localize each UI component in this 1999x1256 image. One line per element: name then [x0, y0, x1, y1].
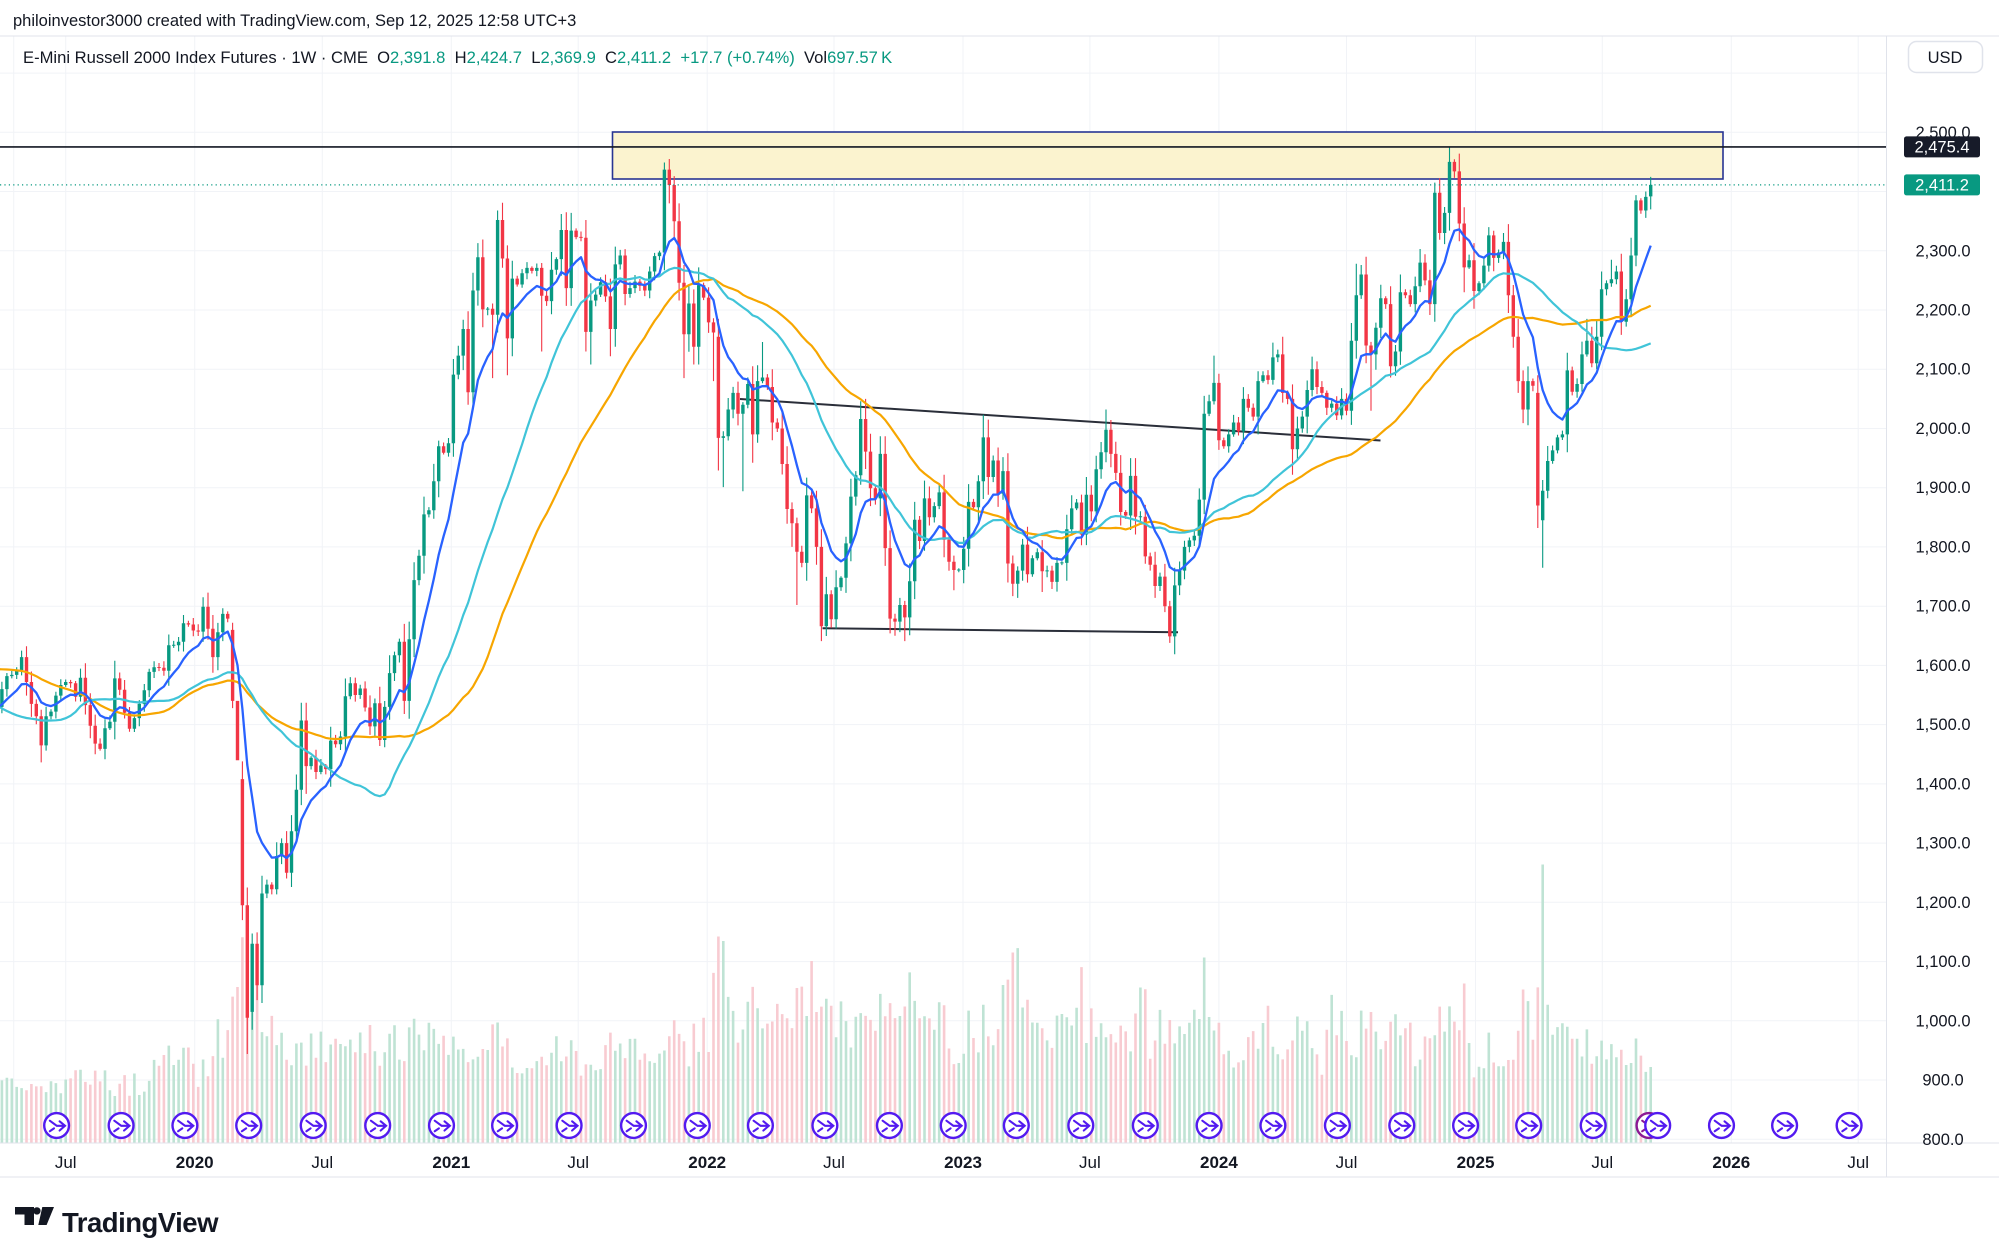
svg-text:1,000.0: 1,000.0 — [1915, 1012, 1970, 1030]
svg-text:TradingView: TradingView — [62, 1207, 219, 1238]
svg-text:2021: 2021 — [432, 1153, 470, 1172]
svg-text:2022: 2022 — [688, 1153, 726, 1172]
svg-text:1,100.0: 1,100.0 — [1915, 953, 1970, 971]
svg-text:2,200.0: 2,200.0 — [1915, 302, 1970, 320]
svg-text:1,400.0: 1,400.0 — [1915, 775, 1970, 793]
svg-text:Jul: Jul — [1079, 1153, 1101, 1172]
svg-text:800.0: 800.0 — [1922, 1131, 1963, 1149]
svg-text:Jul: Jul — [55, 1153, 77, 1172]
svg-text:E-Mini Russell 2000 Index Futu: E-Mini Russell 2000 Index Futures · 1W ·… — [23, 48, 892, 67]
svg-text:Jul: Jul — [823, 1153, 845, 1172]
svg-text:2,411.2: 2,411.2 — [1915, 176, 1969, 194]
svg-text:Jul: Jul — [1847, 1153, 1869, 1172]
svg-text:Jul: Jul — [1336, 1153, 1358, 1172]
svg-text:2024: 2024 — [1200, 1153, 1238, 1172]
svg-text:1,300.0: 1,300.0 — [1915, 835, 1970, 853]
svg-text:1,800.0: 1,800.0 — [1915, 538, 1970, 556]
svg-text:2,100.0: 2,100.0 — [1915, 361, 1970, 379]
svg-text:1,700.0: 1,700.0 — [1915, 598, 1970, 616]
svg-text:2,475.4: 2,475.4 — [1914, 138, 1969, 156]
svg-text:1,900.0: 1,900.0 — [1915, 479, 1970, 497]
svg-text:Jul: Jul — [311, 1153, 333, 1172]
svg-text:2023: 2023 — [944, 1153, 982, 1172]
svg-text:Jul: Jul — [567, 1153, 589, 1172]
svg-text:Jul: Jul — [1591, 1153, 1613, 1172]
svg-text:2025: 2025 — [1457, 1153, 1495, 1172]
svg-text:2020: 2020 — [176, 1153, 214, 1172]
svg-text:2,300.0: 2,300.0 — [1915, 242, 1970, 260]
svg-text:1,200.0: 1,200.0 — [1915, 894, 1970, 912]
svg-text:2026: 2026 — [1712, 1153, 1750, 1172]
svg-text:USD: USD — [1928, 49, 1963, 67]
svg-text:philoinvestor3000 created with: philoinvestor3000 created with TradingVi… — [13, 12, 576, 30]
svg-text:2,000.0: 2,000.0 — [1915, 420, 1970, 438]
svg-text:1,600.0: 1,600.0 — [1915, 657, 1970, 675]
svg-text:1,500.0: 1,500.0 — [1915, 716, 1970, 734]
svg-text:900.0: 900.0 — [1922, 1072, 1963, 1090]
